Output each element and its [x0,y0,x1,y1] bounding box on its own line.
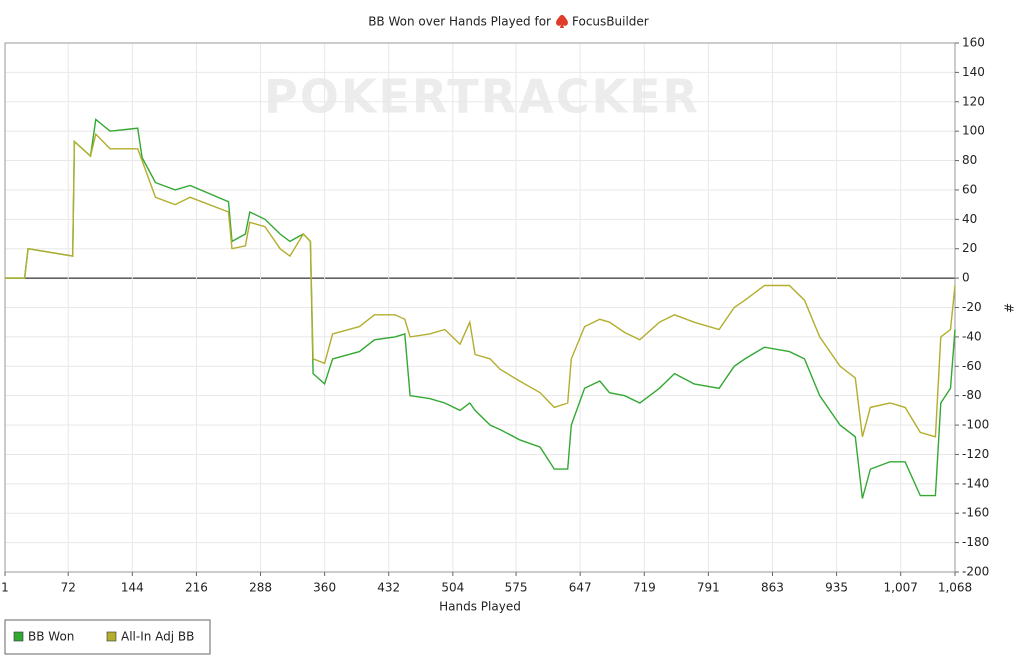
y-tick-label: -20 [962,300,982,314]
x-axis-label: Hands Played [439,600,521,614]
x-tick-label: 144 [121,581,144,595]
x-tick-label: 72 [61,581,76,595]
x-tick-label: 1,068 [938,581,972,595]
x-tick-label: 288 [249,581,272,595]
spade-icon [556,15,568,28]
legend-swatch [106,631,117,642]
y-tick-label: -200 [962,565,989,579]
x-tick-label: 432 [377,581,400,595]
x-tick-label: 935 [825,581,848,595]
x-tick-label: 504 [441,581,464,595]
y-tick-label: -100 [962,418,989,432]
legend-swatch [13,631,24,642]
y-axis-label: # [1002,303,1016,313]
x-tick-label: 1 [1,581,9,595]
legend-label: All-In Adj BB [121,630,194,644]
chart-title: BB Won over Hands Played for [368,15,551,29]
legend-label: BB Won [28,630,74,644]
y-tick-label: 40 [962,212,977,226]
y-tick-label: 20 [962,241,977,255]
y-tick-label: 160 [962,36,985,50]
player-name: FocusBuilder [572,15,649,29]
x-tick-label: 791 [697,581,720,595]
y-tick-label: 100 [962,124,985,138]
y-tick-label: -120 [962,447,989,461]
y-tick-label: 120 [962,94,985,108]
series-line [5,132,956,438]
y-tick-label: 140 [962,65,985,79]
y-tick-label: 0 [962,271,970,285]
y-tick-label: -140 [962,476,989,490]
y-tick-label: -80 [962,388,982,402]
y-tick-label: -180 [962,535,989,549]
y-tick-label: -40 [962,329,982,343]
watermark: POKERTRACKER [264,70,700,124]
y-tick-label: 80 [962,153,977,167]
series-line [5,118,956,499]
x-tick-label: 647 [569,581,592,595]
y-tick-label: -60 [962,359,982,373]
x-tick-label: 1,007 [884,581,918,595]
x-tick-label: 216 [185,581,208,595]
y-tick-label: -160 [962,506,989,520]
x-tick-label: 719 [633,581,656,595]
x-tick-label: 360 [313,581,336,595]
x-tick-label: 575 [505,581,528,595]
x-tick-label: 863 [761,581,784,595]
y-tick-label: 60 [962,182,977,196]
